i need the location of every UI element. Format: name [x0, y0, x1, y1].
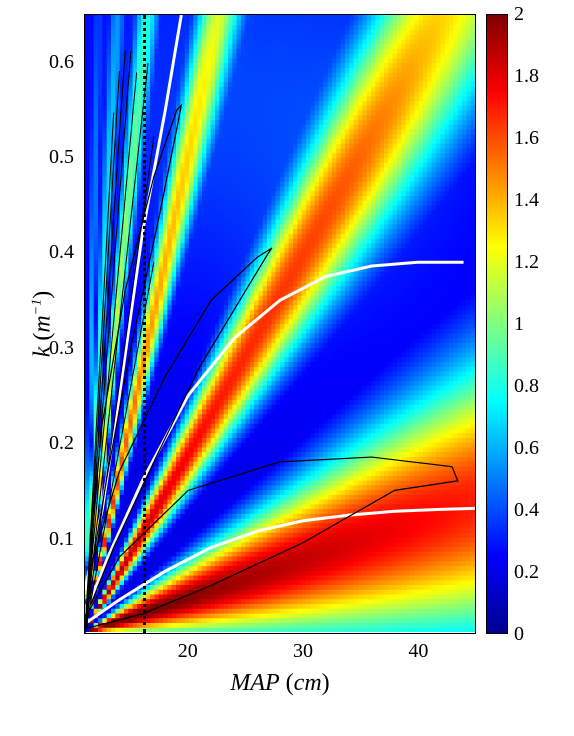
y-tick-label: 0.2: [14, 432, 74, 455]
colorbar-tick-label: 2: [514, 3, 564, 26]
colorbar-tick-label: 1.8: [514, 65, 564, 88]
y-tick-label: 0.1: [14, 528, 74, 551]
colorbar-tick-label: 1.4: [514, 189, 564, 212]
y-tick-label: 0.5: [14, 146, 74, 169]
colorbar-tick-label: 0.4: [514, 499, 564, 522]
colorbar-tick-label: 1.6: [514, 127, 564, 150]
vertical-dashed-marker: [143, 15, 146, 633]
colorbar-tick-label: 1.2: [514, 251, 564, 274]
colorbar-tick-label: 0.8: [514, 375, 564, 398]
colorbar: [486, 14, 508, 634]
x-tick-label: 20: [168, 640, 208, 663]
y-tick-label: 0.3: [14, 337, 74, 360]
colorbar-tick-label: 0.6: [514, 437, 564, 460]
plot-area: [84, 14, 476, 634]
dispersion-heatmap-figure: k (m−1) MAP (cm) 0.10.20.30.40.50.6 2030…: [0, 0, 574, 736]
colorbar-tick-label: 0.2: [514, 561, 564, 584]
x-axis-label: MAP (cm): [230, 670, 329, 697]
y-tick-label: 0.4: [14, 241, 74, 264]
x-tick-label: 40: [398, 640, 438, 663]
x-tick-label: 30: [283, 640, 323, 663]
colorbar-tick-label: 1: [514, 313, 564, 336]
y-tick-label: 0.6: [14, 51, 74, 74]
colorbar-tick-label: 0: [514, 623, 564, 646]
